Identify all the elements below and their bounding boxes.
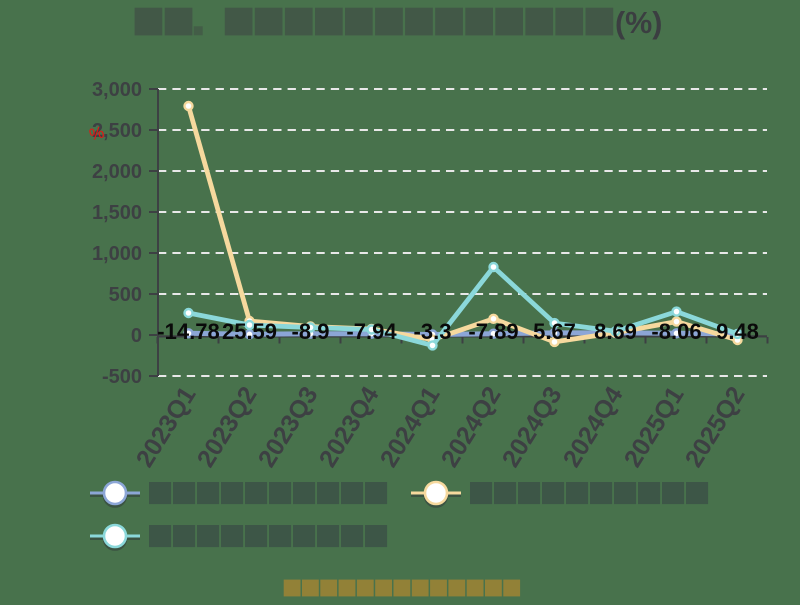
svg-text:3,000: 3,000 — [92, 79, 142, 101]
svg-text:-3.3: -3.3 — [414, 319, 452, 344]
svg-text:-14.78: -14.78 — [157, 319, 219, 344]
svg-text:-8.06: -8.06 — [651, 319, 701, 344]
svg-text:(%): (%) — [615, 6, 662, 40]
svg-text:1,000: 1,000 — [92, 243, 142, 265]
svg-text:5.67: 5.67 — [533, 319, 576, 344]
svg-text:25.59: 25.59 — [222, 319, 277, 344]
svg-text:%: % — [88, 123, 107, 144]
svg-text:-7.94: -7.94 — [346, 319, 397, 344]
svg-text:0: 0 — [131, 325, 142, 347]
svg-text:1,500: 1,500 — [92, 202, 142, 224]
svg-text:-8.9: -8.9 — [292, 319, 330, 344]
svg-text:-500: -500 — [102, 366, 142, 388]
svg-text:2,500: 2,500 — [92, 120, 142, 142]
svg-text:-7.89: -7.89 — [468, 319, 518, 344]
svg-text:2,000: 2,000 — [92, 161, 142, 183]
svg-text:8.69: 8.69 — [594, 319, 637, 344]
svg-text:500: 500 — [109, 284, 142, 306]
svg-text:9.48: 9.48 — [716, 319, 759, 344]
